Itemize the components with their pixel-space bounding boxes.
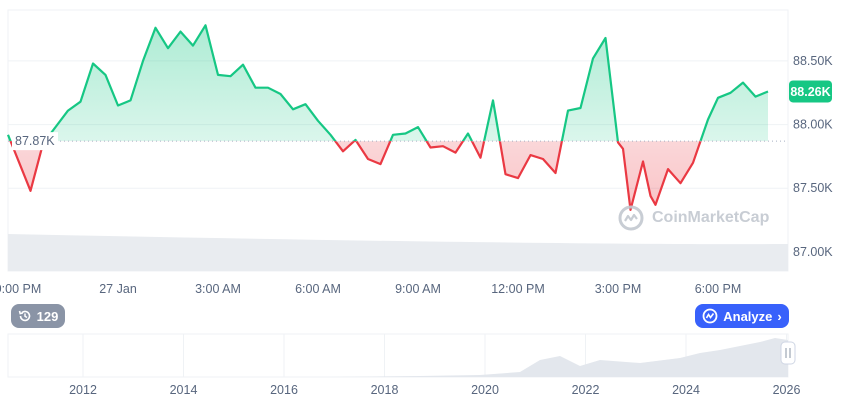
x-tick-label: 6:00 PM bbox=[695, 282, 742, 296]
y-tick-label: 88.00K bbox=[793, 118, 833, 132]
history-badge[interactable]: 129 bbox=[11, 304, 65, 328]
x-tick-label: 27 Jan bbox=[99, 282, 137, 296]
analyze-icon bbox=[702, 308, 718, 324]
overview-handle bbox=[781, 342, 795, 364]
volume-area bbox=[8, 234, 788, 271]
history-count: 129 bbox=[37, 309, 59, 324]
chevron-right-icon: › bbox=[777, 309, 781, 324]
x-tick-label: 6:00 AM bbox=[295, 282, 341, 296]
analyze-button[interactable]: Analyze › bbox=[695, 304, 789, 328]
history-icon bbox=[18, 309, 32, 323]
y-tick-label: 87.00K bbox=[793, 245, 833, 259]
overview-tick-label: 2022 bbox=[572, 383, 600, 397]
analyze-label: Analyze bbox=[723, 309, 772, 324]
watermark: CoinMarketCap bbox=[618, 204, 769, 232]
overview-tick-label: 2024 bbox=[672, 383, 700, 397]
baseline-label: 87.87K bbox=[15, 134, 55, 148]
coinmarketcap-logo-icon bbox=[618, 205, 644, 231]
y-tick-label: 87.50K bbox=[793, 181, 833, 195]
x-tick-label: 9:00 PM bbox=[0, 282, 41, 296]
overview-tick-label: 2016 bbox=[270, 383, 298, 397]
watermark-text: CoinMarketCap bbox=[652, 209, 769, 227]
y-tick-label: 88.50K bbox=[793, 54, 833, 68]
current-price-label: 88.26K bbox=[790, 85, 830, 99]
x-tick-label: 3:00 PM bbox=[595, 282, 642, 296]
x-tick-label: 9:00 AM bbox=[395, 282, 441, 296]
overview-tick-label: 2018 bbox=[371, 383, 399, 397]
x-tick-label: 12:00 PM bbox=[491, 282, 545, 296]
overview-tick-label: 2012 bbox=[69, 383, 97, 397]
overview-tick-label: 2020 bbox=[471, 383, 499, 397]
overview-area bbox=[8, 338, 788, 377]
overview-tick-label: 2014 bbox=[170, 383, 198, 397]
overview-tick-label: 2026 bbox=[773, 383, 801, 397]
x-tick-label: 3:00 AM bbox=[195, 282, 241, 296]
